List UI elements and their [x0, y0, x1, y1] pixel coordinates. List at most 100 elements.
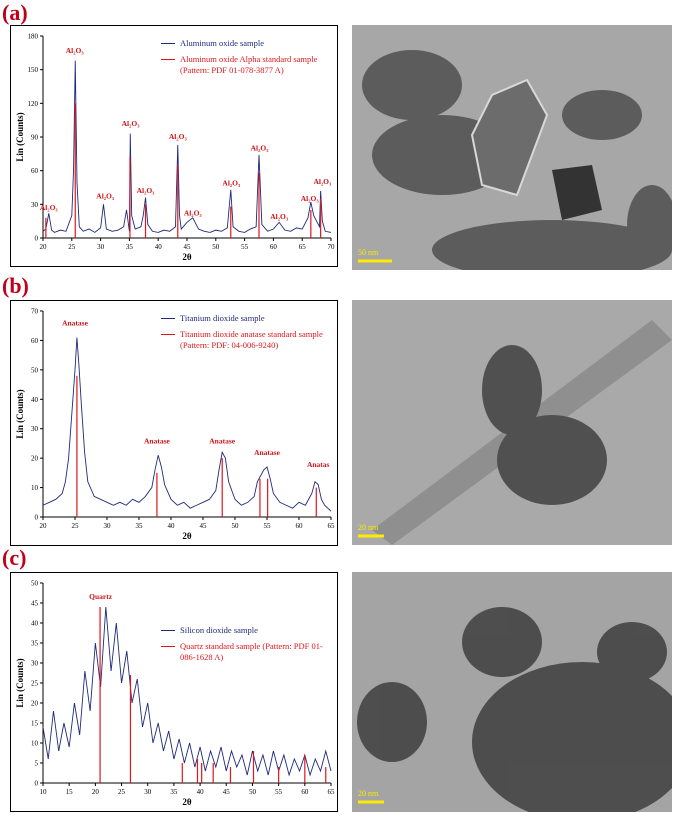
- peak-annotation: Anatase: [62, 319, 89, 328]
- y-tick-label: 60: [31, 167, 39, 175]
- scale-bar-label: 20 nm: [358, 523, 379, 532]
- y-tick-label: 30: [31, 201, 39, 209]
- peak-annotation: Al₂O₃: [184, 209, 203, 218]
- y-tick-label: 0: [35, 780, 39, 788]
- panel-label: (b): [2, 273, 29, 298]
- x-tick-label: 60: [270, 243, 278, 251]
- y-tick-label: 40: [31, 620, 39, 628]
- legend: Titanium dioxide sample Titanium dioxide …: [161, 313, 331, 356]
- legend-item: Titanium dioxide sample: [161, 313, 331, 324]
- y-tick-label: 25: [31, 680, 39, 688]
- y-axis-title: Lin (Counts): [15, 658, 25, 707]
- peak-annotation: Anatase: [254, 448, 281, 457]
- y-tick-label: 10: [31, 484, 39, 492]
- y-tick-label: 45: [31, 600, 39, 608]
- y-tick-label: 50: [31, 366, 39, 374]
- peak-annotation: Anatas: [307, 460, 330, 469]
- y-tick-label: 60: [31, 337, 39, 345]
- tem-image: 20 nm: [352, 300, 672, 545]
- crystal: [552, 165, 602, 220]
- y-tick-label: 30: [31, 660, 39, 668]
- legend-label: Aluminum oxide Alpha standard sample (Pa…: [180, 54, 318, 75]
- x-axis-title: 2θ: [182, 531, 192, 541]
- y-tick-label: 120: [28, 100, 39, 108]
- panel-label: (c): [2, 545, 27, 570]
- legend-item: Titanium dioxide anatase standard sample…: [161, 329, 331, 351]
- chart-frame: 0 30 60 90 120 150 180 20 25 30 35 40 45 50 55 60 65 70 Li…: [10, 25, 338, 267]
- particles: [482, 345, 607, 505]
- legend-item: Silicon dioxide sample: [161, 625, 331, 636]
- legend-swatch: [161, 318, 175, 319]
- x-axis-title: 2θ: [182, 797, 192, 807]
- x-tick-label: 50: [212, 243, 220, 251]
- panel-label: (a): [2, 0, 28, 25]
- x-tick-label: 60: [296, 522, 304, 530]
- x-axis-title: 2θ: [182, 252, 192, 262]
- data-line: [42, 60, 332, 233]
- y-tick-label: 5: [35, 760, 39, 768]
- data-line: [42, 337, 332, 512]
- x-tick-label: 20: [40, 243, 48, 251]
- peak-annotation: Anatase: [144, 436, 171, 445]
- scale-bar-label: 50 nm: [358, 248, 379, 257]
- chart-frame: 0 10 20 30 40 50 60 70 20 25 30 35 40 45 50 55 60 65 Lin (…: [10, 300, 338, 546]
- legend-item: Aluminum oxide sample: [161, 38, 331, 49]
- x-tick-label: 70: [328, 243, 336, 251]
- x-tick-label: 65: [299, 243, 307, 251]
- x-tick-label: 20: [40, 522, 48, 530]
- legend-swatch: [161, 630, 175, 631]
- x-tick-label: 25: [68, 243, 76, 251]
- x-tick-label: 50: [232, 522, 240, 530]
- peak-annotation: Al₂O₃: [40, 203, 59, 212]
- x-tick-label: 40: [168, 522, 176, 530]
- chart: 0 5 10 15 20 25 30 35 40 45 50 10 15 20 25 30 35 40 45 50 55…: [15, 580, 336, 808]
- tem-image: 50 nm: [352, 25, 672, 270]
- y-tick-label: 180: [28, 33, 39, 41]
- y-tick-label: 40: [31, 396, 39, 404]
- x-tick-label: 45: [223, 788, 231, 796]
- legend: Silicon dioxide sample Quartz standard sa…: [161, 625, 331, 668]
- tem-image: 20 nm: [352, 572, 672, 812]
- y-tick-label: 10: [31, 740, 39, 748]
- legend-label: Silicon dioxide sample: [180, 625, 258, 635]
- x-tick-label: 30: [97, 243, 105, 251]
- y-tick-label: 20: [31, 455, 39, 463]
- legend-label: Quartz standard sample (Pattern: PDF 01-…: [180, 641, 323, 662]
- x-tick-label: 15: [66, 788, 74, 796]
- x-tick-label: 20: [92, 788, 100, 796]
- crystal: [470, 78, 549, 197]
- legend-label: Aluminum oxide sample: [180, 38, 265, 48]
- scale-bar-label: 20 nm: [358, 789, 379, 798]
- x-tick-label: 55: [275, 788, 283, 796]
- x-tick-label: 45: [184, 243, 192, 251]
- y-tick-label: 150: [28, 66, 39, 74]
- x-tick-label: 35: [126, 243, 133, 251]
- legend-label: Titanium dioxide sample: [180, 313, 265, 323]
- x-tick-label: 35: [136, 522, 144, 530]
- legend-swatch: [161, 43, 175, 44]
- legend-swatch: [161, 334, 175, 335]
- legend-item: Quartz standard sample (Pattern: PDF 01-…: [161, 641, 331, 663]
- peak-annotation: Al₂O₃: [301, 194, 320, 203]
- x-tick-label: 40: [155, 243, 163, 251]
- legend-swatch: [161, 59, 175, 60]
- x-tick-label: 55: [264, 522, 272, 530]
- peak-annotation: Al₂O₃: [96, 192, 115, 201]
- y-tick-label: 50: [31, 580, 39, 588]
- legend-item: Aluminum oxide Alpha standard sample (Pa…: [161, 54, 331, 76]
- legend-swatch: [161, 646, 175, 647]
- y-tick-label: 0: [35, 235, 39, 243]
- x-tick-label: 30: [144, 788, 152, 796]
- y-tick-label: 15: [31, 720, 39, 728]
- y-tick-label: 70: [31, 308, 39, 316]
- peak-annotation: Al₂O₃: [66, 46, 85, 55]
- x-tick-label: 25: [118, 788, 126, 796]
- peak-annotation: Al₂O₃: [251, 143, 270, 152]
- chart: 0 10 20 30 40 50 60 70 20 25 30 35 40 45 50 55 60 65 Lin (…: [15, 308, 335, 542]
- chart: 0 30 60 90 120 150 180 20 25 30 35 40 45 50 55 60 65 70 Li…: [15, 33, 336, 263]
- data-line: [42, 606, 332, 777]
- x-tick-label: 60: [301, 788, 309, 796]
- x-tick-label: 30: [104, 522, 112, 530]
- x-tick-label: 65: [328, 788, 336, 796]
